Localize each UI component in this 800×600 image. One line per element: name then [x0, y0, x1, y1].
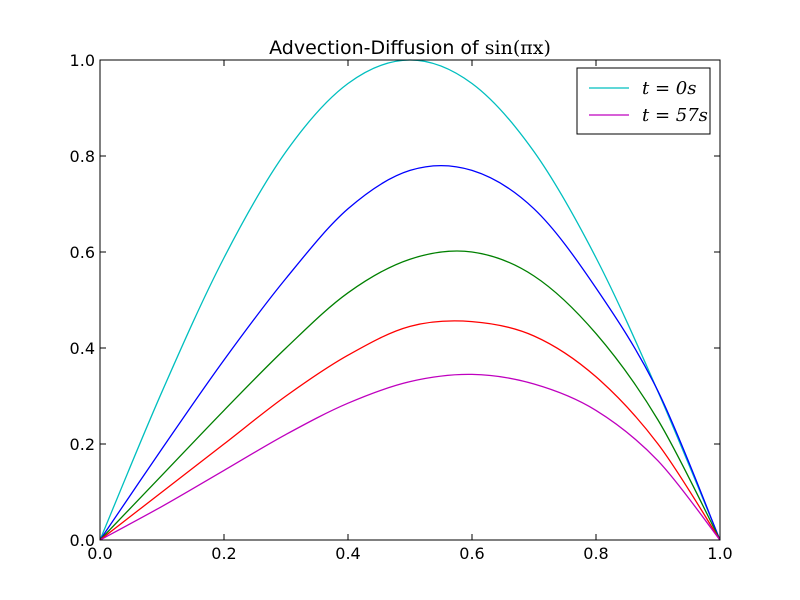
series-layer [99, 59, 721, 541]
series-line-2 [99, 164, 721, 541]
y-tick-label: 1.0 [70, 51, 95, 70]
chart-title-math: sin(πx) [485, 37, 551, 59]
y-tick-label: 0.6 [70, 243, 95, 262]
legend-label: t = 0s [642, 78, 696, 99]
series-line-3 [99, 250, 721, 541]
x-tick-label: 0.0 [87, 544, 112, 563]
x-tick-label: 0.8 [583, 544, 608, 563]
y-tick-label: 0.8 [70, 147, 95, 166]
series-line-4 [99, 320, 721, 541]
y-tick-label: 0.4 [70, 339, 95, 358]
series-line-5 [99, 373, 721, 541]
y-tick-label: 0.2 [70, 435, 95, 454]
x-tick-label: 0.4 [335, 544, 360, 563]
ticks-layer: 0.0 0.2 0.4 0.6 0.8 1.0 0.0 0.2 0.4 0.6 0.8 1.0 [70, 51, 733, 563]
legend-box [576, 67, 711, 135]
x-tick-label: 0.2 [211, 544, 236, 563]
plot-area-frame [99, 59, 721, 541]
y-tick-label: 0.0 [70, 531, 95, 550]
x-tick-label: 1.0 [707, 544, 732, 563]
legend: t = 0s t = 57s [576, 67, 711, 135]
chart-title-prefix: Advection-Diffusion of [269, 37, 485, 59]
chart-title: Advection-Diffusion of sin(πx) [269, 37, 551, 59]
x-tick-label: 0.6 [459, 544, 484, 563]
legend-label: t = 57s [642, 105, 708, 126]
